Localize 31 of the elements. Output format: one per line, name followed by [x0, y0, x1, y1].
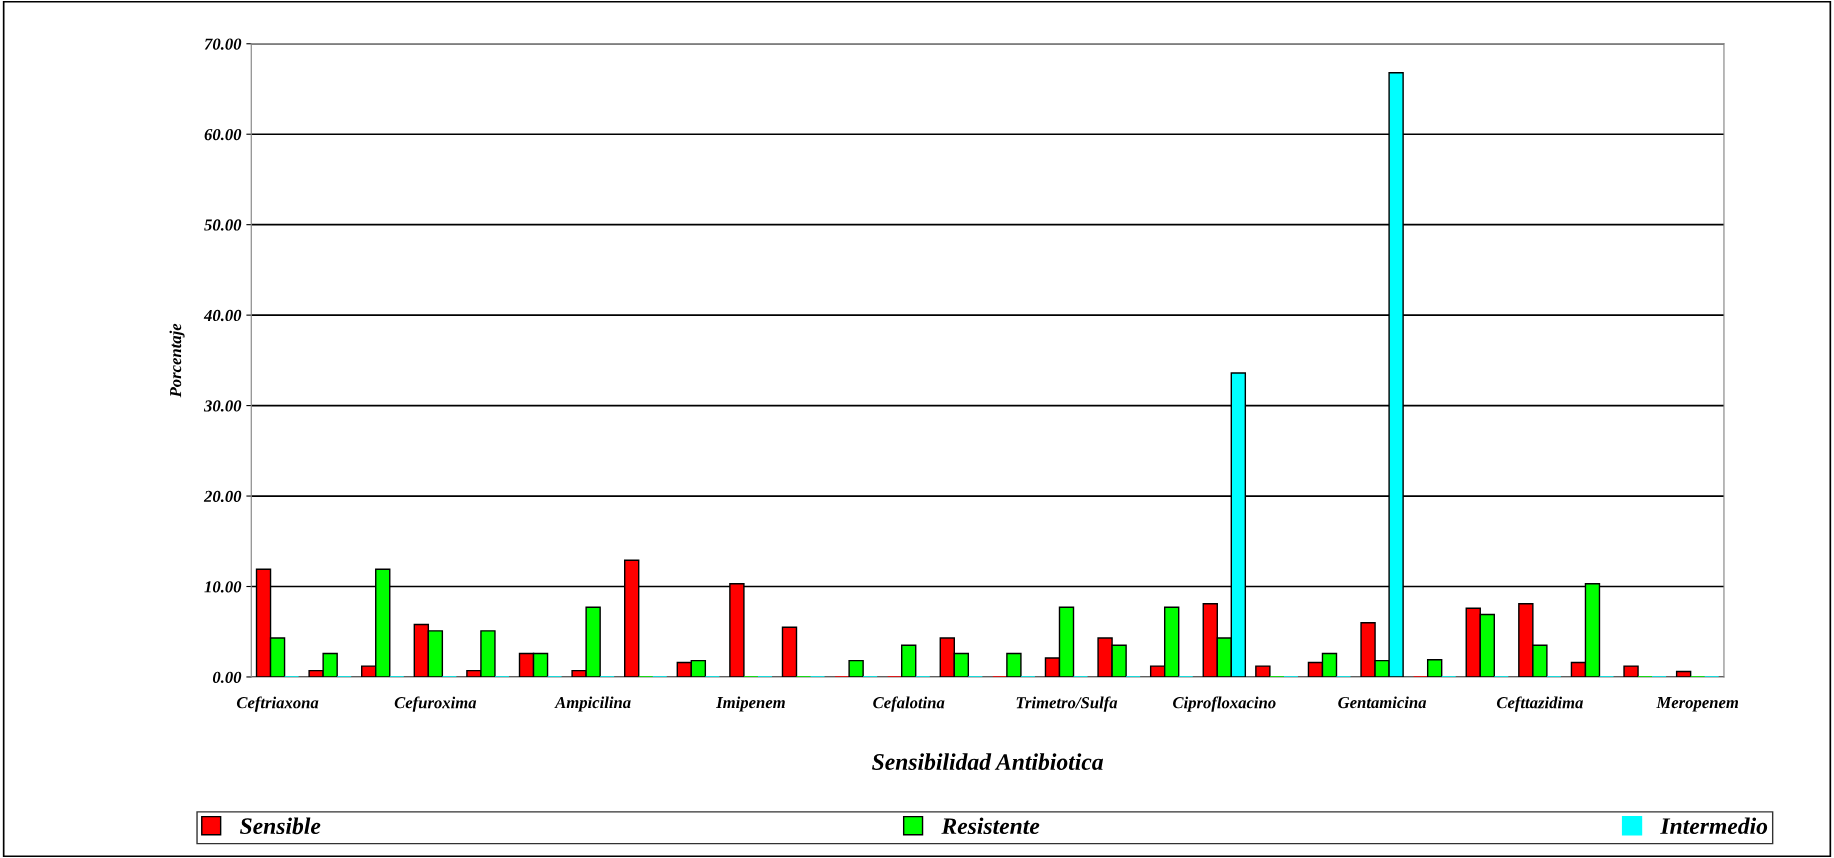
x-tick-label: Ceftriaxona: [236, 696, 319, 712]
y-tick-label: 20.00: [203, 490, 242, 503]
bar: [781, 626, 798, 677]
bar: [1426, 659, 1443, 677]
x-tick-label: Cefuroxima: [394, 696, 477, 712]
bar: [901, 644, 917, 677]
legend-label: Intermedio: [1660, 817, 1768, 835]
y-tick-label: 50.00: [204, 219, 242, 231]
x-tick-label: Ampicilina: [554, 696, 631, 712]
bar: [1006, 652, 1022, 677]
x-axis-title: Sensibilidad Antibiotica: [872, 753, 1104, 771]
y-tick-label: 10.00: [204, 581, 242, 593]
legend-label: Sensible: [239, 817, 321, 835]
x-tick-label: Trimetro/Sulfa: [1016, 696, 1118, 712]
legend-label: Resistente: [941, 817, 1040, 835]
x-tick-label: Gentamicina: [1338, 696, 1427, 709]
x-tick-label: Cefalotina: [873, 696, 945, 712]
bar: [1255, 665, 1271, 677]
x-tick-label: Imipenem: [716, 696, 785, 712]
x-tick-label: Meropenem: [1656, 697, 1739, 712]
bar: [1623, 665, 1639, 677]
bar: [848, 659, 864, 677]
y-axis-title: Porcentaje: [169, 323, 185, 398]
y-tick-label: 70.00: [204, 38, 242, 50]
bar: [1675, 670, 1692, 677]
y-tick-label: 0.00: [212, 671, 242, 683]
x-tick-label: Cefttazidima: [1496, 696, 1583, 712]
y-tick-label: 60.00: [204, 128, 242, 141]
y-tick-label: 30.00: [203, 400, 242, 412]
y-tick-label: 40.00: [203, 309, 242, 322]
x-tick-label: Ciprofloxacino: [1173, 696, 1276, 712]
